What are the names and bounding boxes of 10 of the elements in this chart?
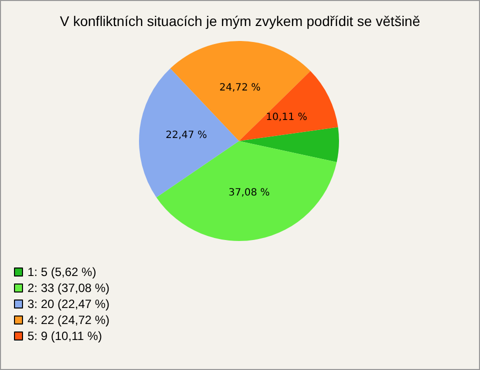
- legend-label: 3: 20 (22,47 %): [28, 297, 110, 311]
- legend-label: 4: 22 (24,72 %): [28, 313, 110, 327]
- data-label: 10,11 %: [266, 112, 308, 124]
- data-label: 22,47 %: [166, 130, 207, 141]
- legend-label: 5: 9 (10,11 %): [28, 329, 102, 343]
- legend-label: 1: 5 (5,62 %): [28, 265, 96, 279]
- data-label: 37,08 %: [228, 188, 270, 199]
- chart-title: V konfliktních situacích je mým zvykem podřídit se většině: [60, 13, 420, 29]
- legend-label: 2: 33 (37,08 %): [28, 281, 110, 295]
- data-label: 24,72 %: [219, 82, 261, 94]
